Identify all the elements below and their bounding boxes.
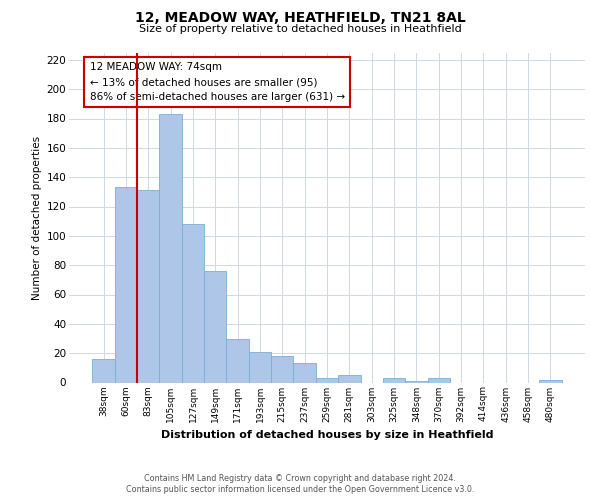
Bar xyxy=(115,188,137,382)
Bar xyxy=(226,338,249,382)
Bar xyxy=(271,356,293,382)
Text: Size of property relative to detached houses in Heathfield: Size of property relative to detached ho… xyxy=(139,24,461,34)
Bar xyxy=(137,190,160,382)
Bar xyxy=(405,381,428,382)
Text: Contains HM Land Registry data © Crown copyright and database right 2024.
Contai: Contains HM Land Registry data © Crown c… xyxy=(126,474,474,494)
Text: 12 MEADOW WAY: 74sqm
← 13% of detached houses are smaller (95)
86% of semi-detac: 12 MEADOW WAY: 74sqm ← 13% of detached h… xyxy=(89,62,345,102)
Y-axis label: Number of detached properties: Number of detached properties xyxy=(32,136,43,300)
Bar xyxy=(204,271,226,382)
Bar xyxy=(338,375,361,382)
X-axis label: Distribution of detached houses by size in Heathfield: Distribution of detached houses by size … xyxy=(161,430,493,440)
Text: 12, MEADOW WAY, HEATHFIELD, TN21 8AL: 12, MEADOW WAY, HEATHFIELD, TN21 8AL xyxy=(134,11,466,25)
Bar xyxy=(160,114,182,382)
Bar xyxy=(249,352,271,382)
Bar xyxy=(383,378,405,382)
Bar xyxy=(428,378,450,382)
Bar xyxy=(92,359,115,382)
Bar xyxy=(182,224,204,382)
Bar xyxy=(293,364,316,382)
Bar xyxy=(316,378,338,382)
Bar xyxy=(539,380,562,382)
